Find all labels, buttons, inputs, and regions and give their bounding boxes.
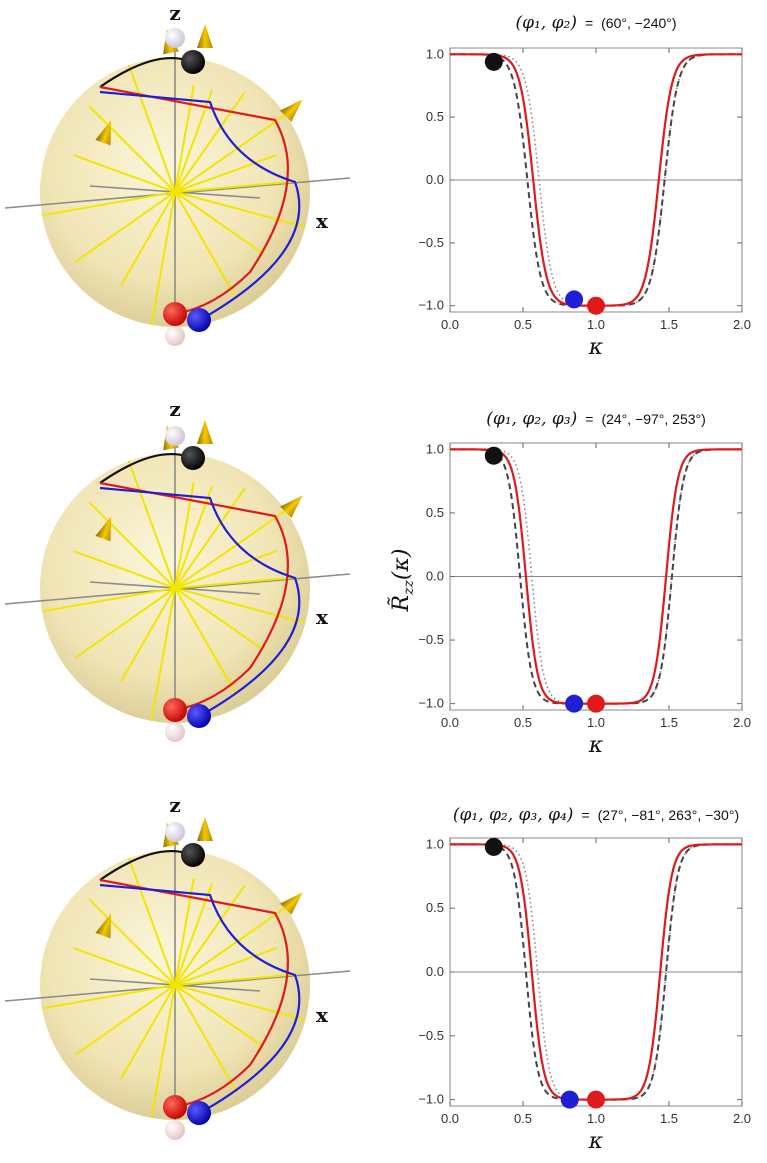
panel-title-eq: =	[585, 411, 593, 427]
sphere-axis-z-label: z	[169, 1, 180, 25]
final-state-blue-ball	[187, 1101, 211, 1125]
sphere-axis-z-label: z	[169, 397, 180, 421]
north-pole-marker	[165, 426, 185, 446]
panel-title-values: (27°, −81°, 263°, −30°)	[598, 807, 739, 823]
panel-title-values: (60°, −240°)	[601, 15, 676, 31]
panel-title-eq: =	[585, 15, 593, 31]
x-tick-label: 1.5	[660, 317, 678, 332]
panel-title-vars: (φ₁, φ₂, φ₃)	[486, 409, 577, 429]
sphere-axis-z-label: z	[169, 793, 180, 817]
panel-title: (φ₁, φ₂) = (60°, −240°)	[515, 13, 676, 33]
initial-state-ball	[181, 843, 205, 867]
field-vectors	[41, 64, 306, 326]
north-pole-marker	[165, 822, 185, 842]
south-pole-marker	[165, 1120, 185, 1140]
marker-black	[484, 52, 503, 71]
final-state-blue-ball	[187, 704, 211, 728]
chart-panel-1: 0.0 0.5 1.0 1.5 2.0 1.0 0.5 0.0 −0.5 −1.0 κ (φ₁, φ₂…	[418, 13, 751, 360]
panel-title-values: (24°, −97°, 253°)	[601, 411, 705, 427]
field-vectors	[41, 460, 306, 722]
panel-title-vars: (φ₁, φ₂, φ₃, φ₄)	[453, 805, 574, 825]
y-tick-label: 1.0	[426, 441, 444, 456]
x-axis-label: κ	[588, 1129, 604, 1154]
y-tick-label: 1.0	[426, 836, 444, 851]
y-tick-label: −0.5	[418, 235, 444, 250]
panel-title-vars: (φ₁, φ₂)	[515, 13, 577, 33]
south-pole-marker	[165, 722, 185, 742]
x-axis-label: κ	[588, 733, 604, 758]
y-tick-label: −0.5	[418, 632, 444, 647]
svg-text:R̃zz(κ): R̃zz(κ)	[388, 549, 417, 613]
x-tick-label: 1.0	[587, 317, 605, 332]
y-tick-label: 0.5	[426, 505, 444, 520]
x-tick-label: 2.0	[733, 715, 751, 730]
y-axis-label: R̃zz(κ)	[388, 549, 417, 613]
north-pole-marker	[165, 28, 185, 48]
x-tick-label: 0.0	[441, 715, 459, 730]
final-state-red-ball	[163, 1095, 187, 1119]
x-tick-label: 2.0	[733, 1111, 751, 1126]
y-tick-label: −1.0	[418, 696, 444, 711]
marker-blue	[560, 1090, 579, 1109]
final-state-red-ball	[163, 698, 187, 722]
y-tick-label: 0.0	[426, 172, 444, 187]
final-state-red-ball	[163, 302, 187, 326]
chart-panel-3: 0.0 0.5 1.0 1.5 2.0 1.0 0.5 0.0 −0.5 −1.0 κ (φ₁, φ₂…	[418, 805, 751, 1154]
x-tick-label: 1.0	[587, 715, 605, 730]
y-tick-label: 0.5	[426, 109, 444, 124]
x-tick-label: 1.5	[660, 715, 678, 730]
marker-black	[484, 837, 503, 856]
final-state-blue-ball	[187, 308, 211, 332]
x-tick-label: 0.5	[514, 317, 532, 332]
y-tick-label: 1.0	[426, 46, 444, 61]
bloch-sphere-1: zx	[4, 1, 351, 346]
field-vectors	[41, 857, 306, 1119]
panel-title: (φ₁, φ₂, φ₃, φ₄) = (27°, −81°, 263°, −30°)	[453, 805, 739, 825]
y-tick-label: −1.0	[418, 1092, 444, 1107]
y-axis-label-main: R̃	[388, 595, 414, 613]
sphere-axis-x-label: x	[316, 1003, 329, 1027]
y-tick-label: −0.5	[418, 1028, 444, 1043]
x-tick-label: 0.5	[514, 715, 532, 730]
y-tick-label: −1.0	[418, 298, 444, 313]
panel-title: (φ₁, φ₂, φ₃) = (24°, −97°, 253°)	[486, 409, 706, 429]
y-axis-label-arg: (κ)	[389, 549, 414, 581]
marker-blue	[565, 290, 584, 309]
x-tick-label: 2.0	[733, 317, 751, 332]
marker-red	[587, 694, 605, 713]
x-tick-label: 0.0	[441, 1111, 459, 1126]
marker-red	[587, 1090, 605, 1109]
x-tick-label: 1.5	[660, 1111, 678, 1126]
bloch-sphere-3: zx	[4, 793, 351, 1140]
initial-state-ball	[181, 50, 205, 74]
bloch-sphere-2: zx	[4, 397, 351, 742]
x-tick-label: 0.5	[514, 1111, 532, 1126]
y-axis-label-sub: zz	[401, 580, 417, 596]
sphere-axis-x-label: x	[316, 605, 329, 629]
marker-blue	[565, 694, 584, 713]
y-tick-label: 0.5	[426, 900, 444, 915]
panel-title-eq: =	[581, 807, 589, 823]
y-tick-label: 0.0	[426, 964, 444, 979]
sphere-axis-x-label: x	[316, 209, 329, 233]
south-pole-marker	[165, 326, 185, 346]
x-tick-label: 0.0	[441, 317, 459, 332]
x-tick-label: 1.0	[587, 1111, 605, 1126]
initial-state-ball	[181, 446, 205, 470]
series-line-dashed-dark	[450, 53, 742, 307]
marker-black	[484, 446, 503, 465]
marker-red	[587, 296, 605, 315]
x-axis-label: κ	[588, 335, 604, 360]
y-tick-label: 0.0	[426, 569, 444, 584]
series-line-dotted-gray	[450, 448, 742, 705]
chart-panel-2: 0.0 0.5 1.0 1.5 2.0 1.0 0.5 0.0 −0.5 −1.0 κ (φ₁, φ₂…	[418, 409, 751, 758]
